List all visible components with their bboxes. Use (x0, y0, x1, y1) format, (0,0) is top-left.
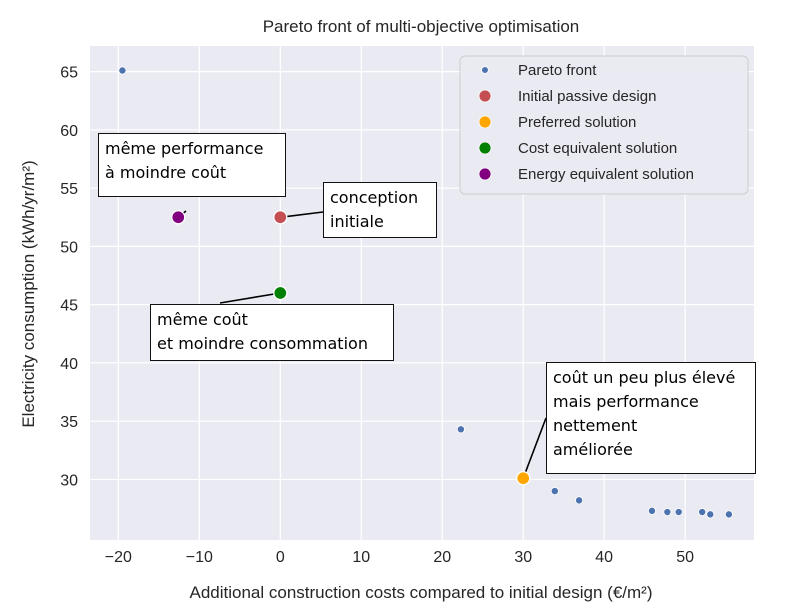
y-tick-label: 55 (60, 181, 78, 198)
data-point (273, 210, 288, 225)
legend-marker (478, 167, 492, 181)
annotation-same-performance: même performance à moindre coût (98, 133, 286, 197)
data-point (698, 508, 707, 517)
annotation-connector (219, 292, 281, 304)
data-point (706, 510, 715, 519)
data-point (273, 285, 288, 301)
x-tick-label: 10 (352, 549, 370, 566)
data-point (550, 487, 559, 496)
legend-label: Initial passive design (518, 88, 656, 105)
annotation-same-cost: même coût et moindre consommation (150, 304, 394, 361)
y-tick-label: 30 (60, 472, 78, 489)
y-tick-label: 45 (60, 298, 78, 315)
legend-label: Cost equivalent solution (518, 140, 677, 157)
data-point (171, 210, 186, 225)
x-tick-label: 30 (514, 549, 532, 566)
y-axis-label: Electricity consumption (kWh/yr/m²) (19, 160, 38, 427)
annotation-connector (280, 211, 324, 219)
y-tick-label: 50 (60, 239, 78, 256)
data-point (575, 496, 584, 505)
data-point (647, 506, 656, 515)
y-axis-ticks: 30 35 40 45 50 55 60 65 (60, 65, 78, 490)
legend-marker (478, 89, 492, 103)
y-tick-label: 60 (60, 123, 78, 140)
chart-title: Pareto front of multi-objective optimisa… (263, 17, 580, 36)
x-tick-label: −20 (105, 549, 132, 566)
x-tick-label: 20 (433, 549, 451, 566)
legend-label: Energy equivalent solution (518, 166, 694, 183)
x-tick-label: 0 (276, 549, 285, 566)
y-tick-label: 40 (60, 356, 78, 373)
annotation-connector (522, 417, 547, 479)
annotation-initial-design: conception initiale (323, 182, 437, 238)
data-point (724, 510, 733, 519)
legend: Pareto front Initial passive design Prefer… (459, 55, 749, 195)
data-point (118, 66, 127, 75)
annotation-preferred-solution: coût un peu plus élevé mais performance … (546, 362, 756, 474)
x-tick-label: 50 (676, 549, 694, 566)
legend-marker (478, 115, 492, 129)
x-tick-label: 40 (595, 549, 613, 566)
data-point (456, 425, 465, 434)
y-tick-label: 35 (60, 414, 78, 431)
x-axis-label: Additional construction costs compared t… (190, 583, 653, 602)
data-point (674, 508, 683, 517)
legend-marker (478, 141, 492, 155)
legend-label: Preferred solution (518, 114, 636, 131)
x-axis-ticks: −20 −10 0 10 20 30 40 50 (105, 549, 694, 566)
data-point (516, 471, 531, 486)
x-tick-label: −10 (186, 549, 213, 566)
y-tick-label: 65 (60, 65, 78, 82)
legend-label: Pareto front (518, 62, 597, 79)
data-point (663, 508, 672, 517)
data-points (118, 66, 733, 519)
legend-box (459, 55, 749, 195)
legend-marker (481, 66, 489, 74)
